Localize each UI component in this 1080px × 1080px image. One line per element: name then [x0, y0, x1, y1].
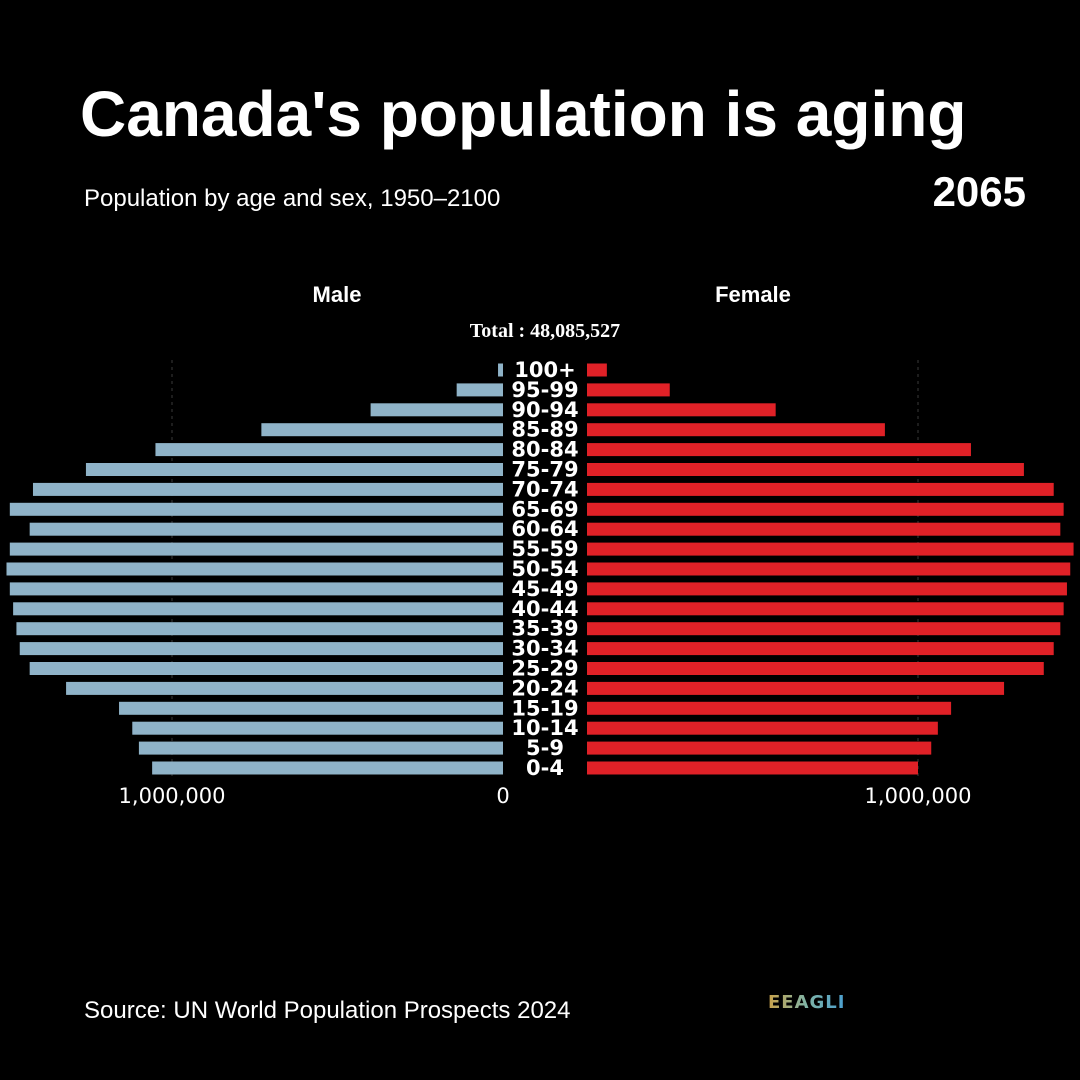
female-bar	[587, 741, 932, 755]
age-group-label: 85-89	[511, 418, 578, 442]
female-bar	[587, 502, 1064, 516]
page-title: Canada's population is aging	[80, 78, 967, 150]
female-bar	[587, 582, 1067, 596]
age-group-label: 0-4	[526, 756, 564, 780]
female-bar	[587, 482, 1054, 496]
total-population-label: Total : 48,085,527	[470, 320, 620, 342]
age-group-label: 75-79	[511, 458, 578, 482]
male-bar	[29, 522, 503, 536]
male-bar	[9, 502, 504, 516]
male-bar	[456, 383, 503, 397]
female-bar	[587, 383, 670, 397]
age-group-label: 100+	[514, 358, 575, 382]
male-bar	[29, 662, 503, 675]
x-tick-label: 1,000,000	[865, 784, 972, 808]
age-group-label: 40-44	[511, 597, 578, 621]
age-group-label: 30-34	[511, 637, 578, 661]
male-bar	[370, 403, 503, 417]
female-bar	[587, 443, 971, 457]
age-group-labels: 100+95-9990-9485-8980-8475-7970-7465-696…	[511, 358, 578, 780]
male-bar	[9, 582, 504, 596]
female-bar	[587, 701, 952, 715]
female-bar	[587, 681, 1005, 695]
female-bar	[587, 642, 1054, 656]
eeagli-logo: EEAGLI	[768, 992, 845, 1013]
female-bar	[587, 522, 1061, 536]
year-label: 2065	[932, 168, 1026, 215]
male-bar	[16, 622, 504, 636]
male-bar	[13, 602, 504, 616]
age-group-label: 80-84	[511, 438, 578, 462]
female-bar	[587, 622, 1061, 636]
female-bar	[587, 423, 885, 437]
male-bar	[19, 642, 504, 656]
age-group-label: 60-64	[511, 517, 578, 541]
age-group-label: 10-14	[511, 716, 578, 740]
male-bar	[132, 721, 503, 735]
male-bar	[155, 443, 503, 457]
male-bar	[138, 741, 503, 755]
female-side-label: Female	[715, 282, 791, 307]
age-group-label: 25-29	[511, 657, 578, 681]
female-bar	[587, 463, 1024, 476]
age-group-label: 65-69	[511, 497, 578, 521]
age-group-label: 95-99	[511, 378, 578, 402]
female-bar	[587, 761, 918, 775]
age-group-label: 45-49	[511, 577, 578, 601]
population-pyramid-chart: Male Female Total : 48,085,527 100+95-99…	[6, 282, 1074, 808]
male-bar	[85, 463, 503, 476]
x-tick-label: 1,000,000	[119, 784, 226, 808]
age-group-label: 35-39	[511, 617, 578, 641]
male-bar	[32, 482, 503, 496]
age-group-label: 50-54	[511, 557, 578, 581]
male-bar	[152, 761, 503, 775]
female-bar	[587, 363, 607, 377]
svg-text:EEAGLI: EEAGLI	[768, 992, 845, 1013]
male-bar	[119, 701, 503, 715]
male-bar	[66, 681, 503, 695]
male-bar	[9, 542, 504, 556]
female-bar	[587, 562, 1071, 576]
age-group-label: 70-74	[511, 477, 578, 501]
male-bar	[498, 363, 503, 377]
x-tick-label: 0	[496, 784, 509, 808]
bars	[6, 363, 1074, 775]
female-bar	[587, 662, 1044, 675]
female-bar	[587, 542, 1074, 556]
male-bar	[6, 562, 503, 576]
age-group-label: 20-24	[511, 676, 578, 700]
male-side-label: Male	[313, 282, 362, 307]
male-bar	[261, 423, 503, 437]
age-group-label: 90-94	[511, 398, 578, 422]
age-group-label: 55-59	[511, 537, 578, 561]
age-group-label: 15-19	[511, 696, 578, 720]
female-bar	[587, 602, 1064, 616]
page-subtitle: Population by age and sex, 1950–2100	[84, 185, 501, 212]
source-note: Source: UN World Population Prospects 20…	[84, 997, 571, 1024]
female-bar	[587, 403, 776, 417]
age-group-label: 5-9	[526, 736, 564, 760]
female-bar	[587, 721, 938, 735]
